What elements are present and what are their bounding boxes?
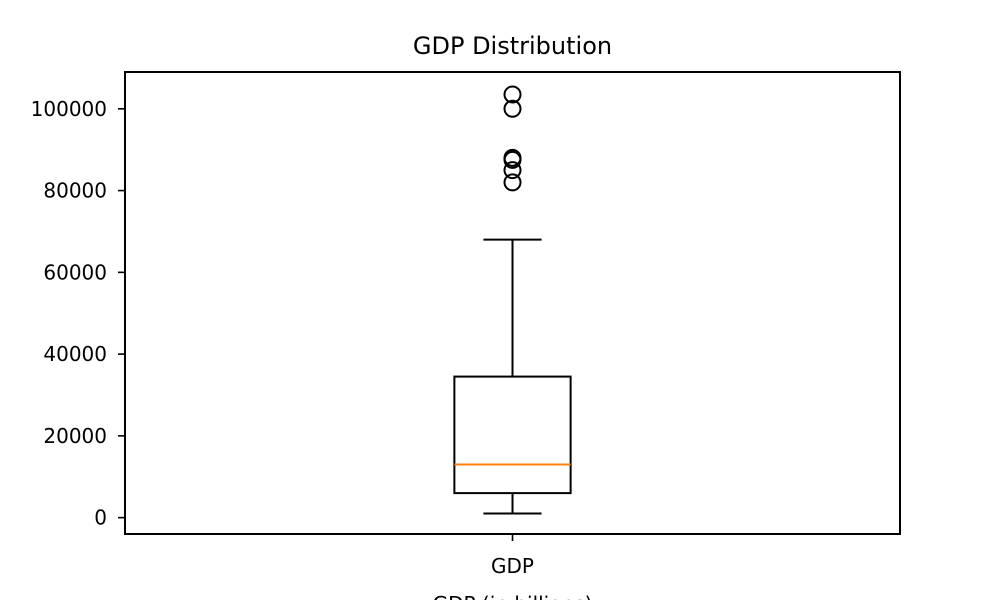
- iqr-box: [453, 375, 572, 495]
- plot-area: 0 20000 40000 60000 80000 100000 GDP: [31, 71, 901, 578]
- y-tick-label: 80000: [43, 179, 107, 203]
- outlier-point: [503, 161, 522, 180]
- outlier-point: [503, 85, 522, 104]
- x-axis-label: GDP (in billions): [433, 592, 593, 600]
- y-tick-label: 40000: [43, 342, 107, 366]
- outlier-point: [503, 148, 522, 167]
- outlier-point: [503, 99, 522, 118]
- y-tick-label: 20000: [43, 424, 107, 448]
- y-tick-label: 60000: [43, 260, 107, 284]
- outlier-point: [503, 173, 522, 192]
- x-tick-label: GDP: [491, 554, 534, 578]
- y-tick-label: 0: [94, 506, 107, 530]
- chart-title: GDP Distribution: [413, 32, 612, 60]
- y-tick-label: 100000: [31, 97, 107, 121]
